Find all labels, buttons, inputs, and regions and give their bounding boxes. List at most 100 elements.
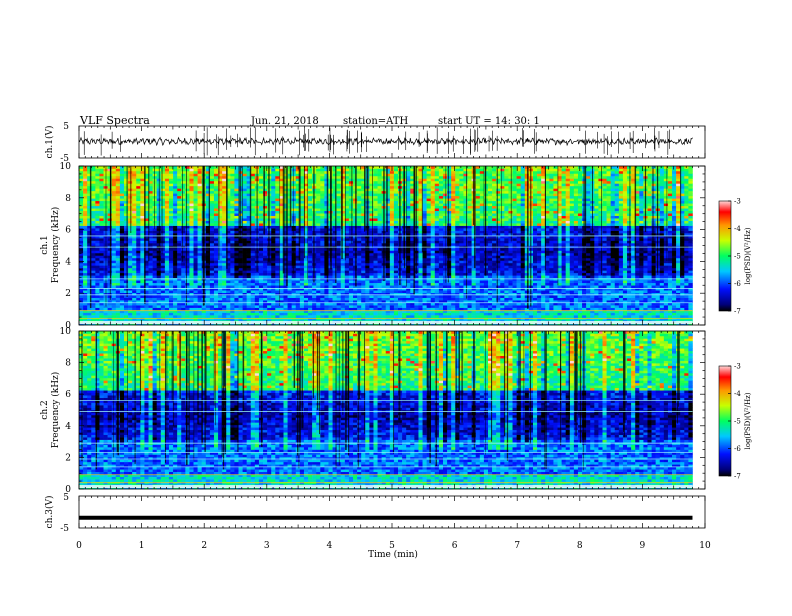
spectrogram-cell xyxy=(300,305,304,308)
spectrogram-cell xyxy=(83,196,87,199)
spectrogram-cell xyxy=(128,258,132,261)
spectrogram-cell xyxy=(349,183,353,186)
spectrogram-cell xyxy=(153,173,157,176)
spectrogram-cell xyxy=(99,298,103,301)
spectrogram-cell xyxy=(292,191,296,194)
spectrogram-cell xyxy=(320,211,324,214)
spectrogram-cell xyxy=(112,178,116,181)
spectrogram-cell xyxy=(194,183,198,186)
spectrogram-cell xyxy=(292,166,296,169)
spectrogram-cell xyxy=(128,313,132,316)
spectrogram-cell xyxy=(91,188,95,191)
spectrogram-cell xyxy=(341,265,345,268)
spectrogram-cell xyxy=(108,315,112,318)
spectrogram-cell xyxy=(300,290,304,293)
spectrogram-cell xyxy=(128,295,132,298)
spectrogram-cell xyxy=(251,208,255,211)
spectrogram-cell xyxy=(83,218,87,221)
spectrogram-cell xyxy=(292,181,296,184)
spectrogram-cell xyxy=(161,216,165,219)
spectrogram-cell xyxy=(136,290,140,293)
spectrogram-cell xyxy=(177,308,181,311)
spectrogram-cell xyxy=(267,283,271,286)
spectrogram-cell xyxy=(357,255,361,258)
spectrogram-cell xyxy=(165,263,169,266)
spectrogram-cell xyxy=(210,173,214,176)
spectrogram-cell xyxy=(341,298,345,301)
spectrogram-cell xyxy=(83,250,87,253)
spectrogram-cell xyxy=(177,305,181,308)
spectrogram-cell xyxy=(226,308,230,311)
spectrogram-cell xyxy=(320,196,324,199)
spectrogram-cell xyxy=(185,283,189,286)
spectrogram-cell xyxy=(79,216,83,219)
spectrogram-cell xyxy=(349,201,353,204)
spectrogram-cell xyxy=(271,295,275,298)
spectrogram-cell xyxy=(328,305,332,308)
spectrogram-cell xyxy=(136,298,140,301)
spectrogram-cell xyxy=(243,265,247,268)
spectrogram-cell xyxy=(239,285,243,288)
spectrogram-cell xyxy=(308,283,312,286)
spectrogram-cell xyxy=(230,255,234,258)
spectrogram-cell xyxy=(337,211,341,214)
spectrogram-cell xyxy=(161,283,165,286)
spectrogram-cell xyxy=(108,260,112,263)
spectrogram-cell xyxy=(124,198,128,201)
spectrogram-cell xyxy=(369,248,373,251)
spectrogram-cell xyxy=(369,178,373,181)
spectrogram-cell xyxy=(161,255,165,258)
spectrogram-cell xyxy=(369,250,373,253)
spectrogram-cell xyxy=(275,196,279,199)
spectrogram-cell xyxy=(337,295,341,298)
spectrogram-cell xyxy=(230,201,234,204)
spectrogram-cell xyxy=(198,285,202,288)
spectrogram-cell xyxy=(169,275,173,278)
spectrogram-cell xyxy=(214,253,218,256)
spectrogram-cell xyxy=(95,298,99,301)
spectrogram-cell xyxy=(79,183,83,186)
spectrogram-cell xyxy=(210,178,214,181)
spectrogram-cell xyxy=(132,193,136,196)
spectrogram-cell xyxy=(116,233,120,236)
spectrogram-cell xyxy=(218,313,222,316)
spectrogram-cell xyxy=(189,260,193,263)
spectrogram-cell xyxy=(169,223,173,226)
spectrogram-cell xyxy=(210,198,214,201)
spectrogram-cell xyxy=(230,206,234,209)
spectrogram-cell xyxy=(91,178,95,181)
spectrogram-cell xyxy=(230,176,234,179)
spectrogram-cell xyxy=(128,260,132,263)
spectrogram-cell xyxy=(185,313,189,316)
spectrogram-cell xyxy=(185,298,189,301)
spectrogram-cell xyxy=(169,208,173,211)
spectrogram-cell xyxy=(79,265,83,268)
spectrogram-cell xyxy=(165,241,169,244)
spectrogram-cell xyxy=(308,228,312,231)
spectrogram-cell xyxy=(108,193,112,196)
spectrogram-cell xyxy=(361,315,365,318)
spectrogram-cell xyxy=(132,273,136,276)
spectrogram-cell xyxy=(99,208,103,211)
spectrogram-cell xyxy=(210,295,214,298)
spectrogram-cell xyxy=(341,315,345,318)
spectrogram-cell xyxy=(194,213,198,216)
spectrogram-cell xyxy=(239,255,243,258)
spectrogram-cell xyxy=(373,273,377,276)
spectrogram-cell xyxy=(288,283,292,286)
spectrogram-cell xyxy=(112,263,116,266)
spectrogram-cell xyxy=(378,273,382,276)
spectrogram-cell xyxy=(198,193,202,196)
spectrogram-cell xyxy=(173,280,177,283)
spectrogram-cell xyxy=(275,283,279,286)
spectrogram-cell xyxy=(177,168,181,171)
spectrogram-cell xyxy=(198,228,202,231)
spectrogram-cell xyxy=(124,206,128,209)
spectrogram-cell xyxy=(83,191,87,194)
spectrogram-cell xyxy=(124,273,128,276)
spectrogram-cell xyxy=(357,211,361,214)
spectrogram-cell xyxy=(153,260,157,263)
spectrogram-cell xyxy=(308,226,312,229)
spectrogram-cell xyxy=(373,183,377,186)
spectrogram-cell xyxy=(316,233,320,236)
